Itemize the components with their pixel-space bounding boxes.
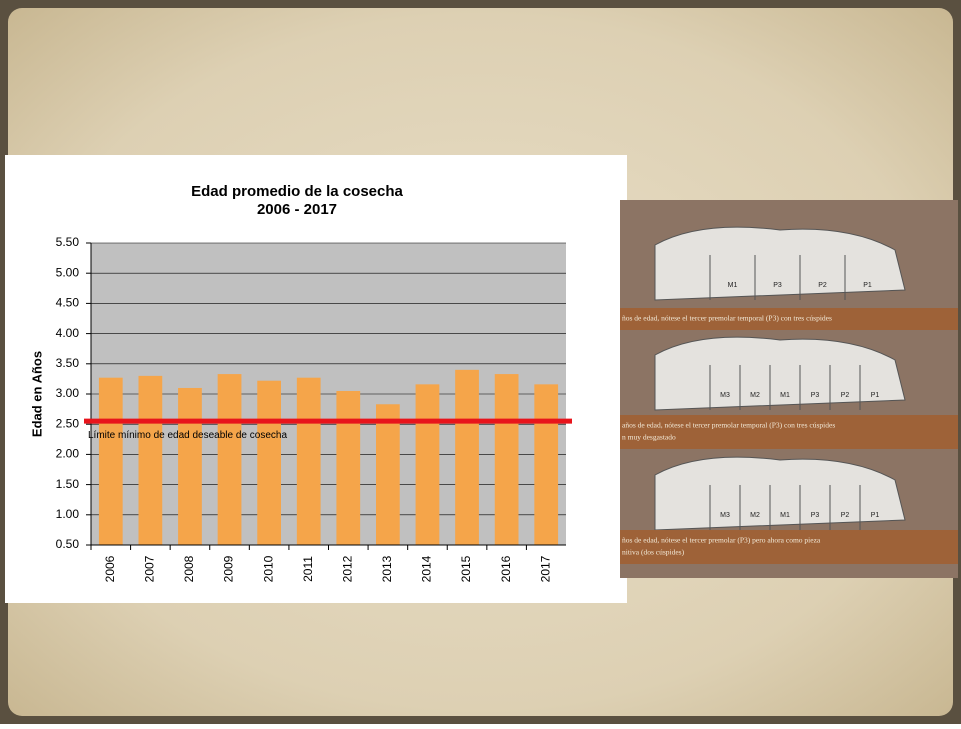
bar bbox=[376, 404, 400, 545]
jaw bbox=[654, 226, 906, 301]
caption: ños de edad, nótese el tercer premolar (… bbox=[622, 536, 821, 545]
x-tick-label: 2009 bbox=[222, 555, 236, 582]
caption-bar bbox=[620, 415, 958, 449]
tooth-label: P3 bbox=[811, 392, 820, 399]
plot: 0.50 1.00 1.50 2.00 2.50 3.00 3.50 4.00 4.50 5.00… bbox=[56, 235, 572, 582]
y-axis-label: Edad en Años bbox=[29, 351, 44, 437]
x-tick-label: 2007 bbox=[143, 555, 157, 582]
bar bbox=[138, 375, 163, 545]
x-tick-label: 2010 bbox=[261, 555, 275, 582]
tooth-label: P1 bbox=[863, 282, 872, 289]
tooth-label: M1 bbox=[780, 512, 790, 519]
tooth-label: P1 bbox=[871, 392, 880, 399]
jaw bbox=[654, 336, 906, 411]
bar bbox=[296, 377, 321, 545]
y-tick-label: 1.00 bbox=[56, 507, 80, 521]
x-tick-label: 2016 bbox=[499, 555, 513, 582]
y-tick-label: 2.50 bbox=[56, 416, 80, 430]
jaw bbox=[654, 456, 906, 531]
tooth-label: M2 bbox=[750, 512, 760, 519]
x-tick-label: 2011 bbox=[301, 556, 315, 582]
bar bbox=[415, 384, 440, 545]
tooth-label: M1 bbox=[780, 392, 790, 399]
x-tick-label: 2012 bbox=[340, 555, 354, 582]
x-tick-label: 2006 bbox=[103, 555, 117, 582]
caption-bar bbox=[620, 308, 958, 330]
y-tick-label: 5.50 bbox=[56, 235, 80, 249]
tooth-label: P2 bbox=[841, 392, 850, 399]
x-tick-label: 2014 bbox=[420, 555, 434, 582]
reference-label: Límite mínimo de edad deseable de cosech… bbox=[88, 430, 287, 441]
y-tick-label: 3.00 bbox=[56, 386, 80, 400]
x-tick-label: 2015 bbox=[459, 555, 473, 582]
bar bbox=[494, 374, 519, 545]
tooth-label: P1 bbox=[871, 512, 880, 519]
y-tick-label: 2.00 bbox=[56, 447, 80, 461]
y-tick-label: 5.00 bbox=[56, 265, 80, 279]
teeth-image: M1 P3 P2 P1 M3 M2 M1 P3 P2 P1 M3 M2 M1 P3 P2 P1 ños de e… bbox=[620, 226, 958, 564]
tooth-label: M3 bbox=[720, 512, 730, 519]
bar bbox=[534, 384, 559, 545]
y-tick-label: 4.50 bbox=[56, 296, 80, 310]
caption: ños de edad, nótese el tercer premolar t… bbox=[622, 314, 832, 323]
chart-subtitle: 2006 - 2017 bbox=[257, 201, 337, 218]
bar bbox=[178, 387, 202, 545]
x-tick-label: 2008 bbox=[182, 555, 196, 582]
caption: nitiva (dos cúspides) bbox=[622, 548, 685, 557]
tooth-label: P2 bbox=[841, 512, 850, 519]
bar bbox=[217, 374, 242, 545]
tooth-label: P3 bbox=[773, 282, 782, 289]
x-tick-label: 2017 bbox=[538, 555, 552, 582]
caption-bar bbox=[620, 530, 958, 564]
caption: años de edad, nótese el tercer premolar … bbox=[622, 421, 835, 430]
chart-title: Edad promedio de la cosecha bbox=[191, 183, 403, 200]
x-tick-label: 2013 bbox=[380, 555, 394, 582]
caption: n muy desgastado bbox=[622, 433, 676, 442]
tooth-label: M3 bbox=[720, 392, 730, 399]
y-tick-label: 0.50 bbox=[56, 537, 80, 551]
tooth-label: P2 bbox=[818, 282, 827, 289]
bar bbox=[257, 380, 281, 545]
y-tick-label: 3.50 bbox=[56, 356, 80, 370]
tooth-label: M2 bbox=[750, 392, 760, 399]
y-tick-label: 4.00 bbox=[56, 326, 80, 340]
bar bbox=[98, 377, 123, 545]
bar bbox=[336, 390, 361, 545]
y-tick-label: 1.50 bbox=[56, 477, 80, 491]
tooth-label: M1 bbox=[728, 282, 738, 289]
bar bbox=[455, 369, 479, 545]
tooth-label: P3 bbox=[811, 512, 820, 519]
